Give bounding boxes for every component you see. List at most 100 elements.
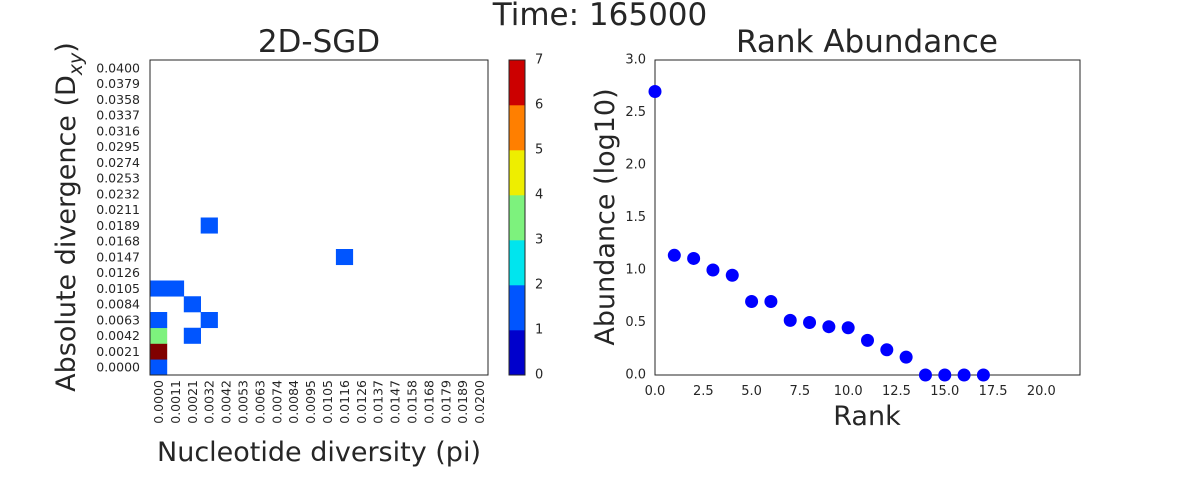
heatmap-y-tick-label: 0.0400 [96, 60, 140, 75]
heatmap-x-axis-label: Nucleotide diversity (pi) [157, 437, 481, 468]
scatter-point [803, 316, 817, 329]
scatter-y-tick-label: 1.5 [625, 210, 646, 225]
heatmap-x-tick-label: 0.0000 [151, 380, 166, 424]
colorbar: 0 1 2 3 4 5 6 7 [508, 53, 543, 383]
heatmap-y-axis-label-main: Absolute divergence (D [51, 75, 82, 392]
colorbar-segment [509, 105, 525, 151]
colorbar-segment [509, 330, 525, 376]
colorbar-segment [509, 150, 525, 196]
scatter-y-axis-label: Abundance (log10) [590, 88, 621, 345]
heatmap-cell [200, 217, 218, 234]
heatmap-cell [150, 280, 168, 297]
heatmap-panel: 2D-SGD 0.0000 0.0011 0.0021 0.0032 0.0042 0.0… [51, 24, 489, 468]
heatmap-y-tick-label: 0.0274 [96, 155, 140, 170]
heatmap-x-tick-label: 0.0147 [388, 380, 403, 424]
colorbar-segment [509, 60, 525, 106]
heatmap-y-axis-label: Absolute divergence (Dxy) [51, 42, 87, 392]
colorbar-tick-label: 7 [535, 53, 543, 68]
heatmap-x-tick-label: 0.0105 [320, 380, 335, 424]
heatmap-x-tick-label: 0.0021 [185, 380, 200, 424]
scatter-point [667, 248, 681, 262]
scatter-point [745, 295, 759, 308]
scatter-x-tick-label: 7.5 [790, 384, 811, 399]
heatmap-y-tick-label: 0.0147 [96, 249, 140, 264]
heatmap-x-tick-label: 0.0137 [371, 380, 386, 424]
scatter-title: Rank Abundance [736, 24, 998, 60]
heatmap-y-tick-label: 0.0358 [96, 92, 140, 107]
heatmap-cell [183, 296, 201, 313]
heatmap-cell [150, 312, 168, 329]
scatter-y-tick-label: 1.0 [625, 263, 646, 278]
scatter-point [783, 313, 797, 327]
colorbar-segment [509, 240, 525, 286]
figure-suptitle: Time: 165000 [492, 0, 708, 33]
heatmap-x-tick-label: 0.0116 [337, 380, 352, 424]
scatter-point [841, 321, 855, 335]
heatmap-x-tick-label: 0.0189 [455, 380, 470, 424]
heatmap-y-tick-label: 0.0126 [96, 265, 140, 280]
heatmap-y-tick-label: 0.0168 [96, 234, 140, 249]
heatmap-y-axis-label-sub: xy [65, 52, 87, 76]
scatter-point [899, 350, 913, 364]
heatmap-y-tick-label: 0.0000 [96, 360, 140, 375]
scatter-point [764, 295, 778, 308]
heatmap-cell [150, 343, 168, 360]
colorbar-tick-label: 2 [535, 278, 543, 293]
colorbar-tick-label: 0 [535, 368, 543, 383]
heatmap-cell [335, 249, 354, 266]
heatmap-cell [166, 280, 185, 297]
colorbar-segment [509, 195, 525, 241]
scatter-point [822, 320, 836, 334]
colorbar-segment [509, 285, 525, 331]
heatmap-frame [149, 59, 489, 376]
heatmap-cells [150, 217, 354, 376]
heatmap-x-tick-label: 0.0126 [354, 380, 369, 424]
heatmap-x-tick-label: 0.0042 [219, 380, 234, 424]
scatter-point [957, 368, 971, 382]
heatmap-y-tick-label: 0.0316 [96, 123, 140, 138]
heatmap-y-tick-label: 0.0063 [96, 312, 140, 327]
scatter-y-tick-labels: 0.0 0.5 1.0 1.5 2.0 2.5 3.0 [625, 53, 646, 383]
scatter-x-tick-label: 17.5 [979, 384, 1008, 399]
heatmap-y-tick-labels: 0.00000.00210.00420.00630.00840.01050.01… [96, 60, 140, 374]
scatter-x-tick-label: 5.0 [741, 384, 762, 399]
scatter-x-axis-label: Rank [833, 401, 901, 432]
heatmap-y-tick-label: 0.0253 [96, 171, 140, 186]
scatter-point [918, 368, 932, 382]
heatmap-x-tick-label: 0.0032 [202, 380, 217, 424]
heatmap-x-tick-label: 0.0200 [472, 380, 487, 424]
scatter-point [725, 268, 739, 282]
heatmap-cell [183, 327, 201, 344]
heatmap-x-tick-label: 0.0084 [286, 380, 301, 424]
scatter-x-tick-label: 2.5 [693, 384, 714, 399]
heatmap-y-tick-label: 0.0379 [96, 76, 140, 91]
heatmap-y-tick-label: 0.0021 [96, 344, 140, 359]
colorbar-tick-label: 3 [535, 233, 543, 248]
colorbar-tick-label: 5 [535, 143, 543, 158]
heatmap-x-tick-label: 0.0011 [168, 380, 183, 424]
colorbar-tick-label: 6 [535, 98, 543, 113]
scatter-x-tick-label: 20.0 [1027, 384, 1056, 399]
heatmap-x-tick-label: 0.0095 [303, 380, 318, 424]
heatmap-x-tick-label: 0.0179 [438, 380, 453, 424]
scatter-frame [654, 59, 1081, 376]
scatter-y-tick-label: 0.0 [625, 368, 646, 383]
heatmap-x-tick-label: 0.0063 [252, 380, 267, 424]
heatmap-y-tick-label: 0.0105 [96, 281, 140, 296]
scatter-x-tick-label: 15.0 [930, 384, 959, 399]
scatter-y-tick-label: 3.0 [625, 53, 646, 68]
scatter-point [976, 368, 990, 382]
scatter-y-tick-label: 0.5 [625, 315, 646, 330]
colorbar-segments [509, 60, 525, 376]
heatmap-y-tick-label: 0.0232 [96, 186, 140, 201]
scatter-points [648, 85, 990, 382]
heatmap-y-tick-label: 0.0211 [96, 202, 140, 217]
scatter-point [938, 368, 952, 382]
scatter-x-tick-label: 10.0 [834, 384, 863, 399]
colorbar-tick-label: 1 [535, 323, 543, 338]
heatmap-y-tick-label: 0.0337 [96, 108, 140, 123]
scatter-x-tick-labels: 0.0 2.5 5.0 7.5 10.0 12.5 15.0 17.5 20.0 [645, 384, 1056, 399]
colorbar-tick-label: 4 [535, 188, 543, 203]
scatter-point [648, 85, 662, 98]
